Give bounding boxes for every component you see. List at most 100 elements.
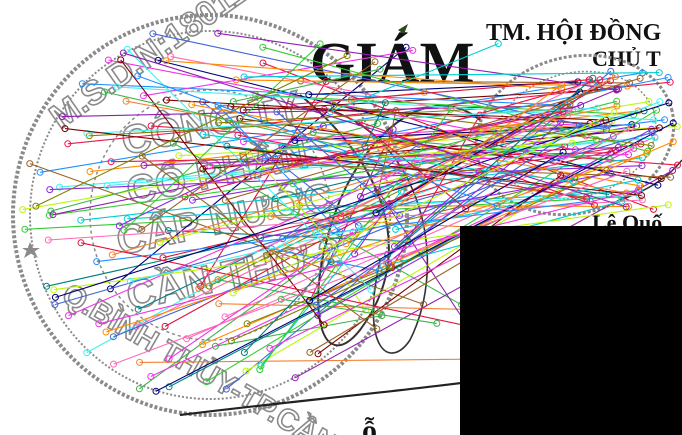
match-line xyxy=(98,189,639,325)
keypoint-marker xyxy=(343,52,351,60)
match-line xyxy=(215,314,383,347)
match-line xyxy=(309,245,489,353)
keypoint-marker xyxy=(93,258,101,266)
keypoint-marker xyxy=(19,206,27,214)
keypoint-marker xyxy=(291,159,299,167)
match-line xyxy=(236,79,628,87)
keypoint-marker xyxy=(113,83,121,91)
match-line xyxy=(80,242,514,337)
keypoint-marker xyxy=(214,29,222,37)
keypoint-marker xyxy=(199,165,207,173)
keypoint-marker xyxy=(165,383,173,391)
keypoint-marker xyxy=(164,227,172,235)
keypoint-marker xyxy=(234,131,242,139)
keypoint-marker xyxy=(259,43,267,51)
match-line xyxy=(354,203,390,255)
keypoint-marker xyxy=(433,319,441,327)
match-line xyxy=(139,358,479,363)
keypoint-marker xyxy=(51,301,59,309)
match-line xyxy=(141,61,376,230)
keypoint-marker xyxy=(309,128,317,136)
keypoint-marker xyxy=(56,183,64,191)
keypoint-marker xyxy=(357,193,364,200)
match-line xyxy=(315,125,580,306)
doc-header-line2: CHỦ T xyxy=(592,46,661,71)
match-line xyxy=(49,165,643,191)
keypoint-marker xyxy=(291,374,299,382)
keypoint-marker xyxy=(638,192,645,199)
keypoint-marker xyxy=(267,213,275,221)
keypoint-marker xyxy=(381,173,389,181)
keypoint-marker xyxy=(122,97,130,105)
keypoint-marker xyxy=(65,312,72,320)
keypoint-marker xyxy=(614,144,622,151)
match-line xyxy=(313,131,611,160)
doc-header-line1: TM. HỘI ĐỒNG xyxy=(486,19,662,46)
keypoint-marker xyxy=(149,30,157,38)
keypoint-marker xyxy=(349,228,357,236)
keypoint-marker xyxy=(643,149,651,157)
keypoint-marker xyxy=(626,125,634,132)
match-line xyxy=(159,120,612,243)
keypoint-marker xyxy=(136,358,144,366)
keypoint-marker xyxy=(371,58,379,66)
keypoint-marker xyxy=(222,385,230,393)
keypoint-marker xyxy=(606,155,614,163)
keypoint-marker xyxy=(101,88,108,96)
match-line xyxy=(394,171,480,248)
keypoint-marker xyxy=(202,270,210,278)
match-line xyxy=(395,179,639,230)
keypoint-marker xyxy=(657,175,665,183)
keypoint-marker xyxy=(634,186,642,194)
keypoint-marker xyxy=(102,328,110,336)
match-line xyxy=(143,49,413,97)
keypoint-marker xyxy=(623,167,631,175)
match-line xyxy=(120,59,325,326)
keypoint-marker xyxy=(409,46,417,54)
match-line xyxy=(289,79,590,106)
keypoint-marker xyxy=(195,284,203,292)
keypoint-marker xyxy=(21,225,29,233)
keypoint-marker xyxy=(636,74,644,82)
keypoint-marker xyxy=(312,301,320,309)
doc-bottom-fragment: ỗ xyxy=(362,414,377,435)
keypoint-marker xyxy=(557,119,565,127)
keypoint-marker xyxy=(613,97,621,105)
keypoint-marker xyxy=(342,240,350,248)
keypoint-marker xyxy=(319,122,327,130)
keypoint-marker xyxy=(26,160,34,168)
keypoint-marker xyxy=(357,224,365,232)
keypoint-marker xyxy=(568,139,576,147)
keypoint-marker xyxy=(585,76,593,84)
keypoint-marker xyxy=(602,126,610,134)
keypoint-marker xyxy=(134,72,142,80)
keypoint-marker xyxy=(291,137,299,144)
match-line xyxy=(50,122,378,212)
match-line xyxy=(243,72,660,78)
stamp-star-icon xyxy=(22,242,40,258)
match-line xyxy=(217,32,617,91)
keypoint-marker xyxy=(32,202,40,210)
match-line xyxy=(202,105,618,186)
keypoint-marker xyxy=(420,88,428,96)
keypoint-marker xyxy=(240,73,248,81)
keypoint-marker xyxy=(306,297,314,304)
match-line xyxy=(391,114,481,268)
keypoint-marker xyxy=(402,43,410,51)
keypoint-marker xyxy=(78,80,86,88)
keypoint-marker xyxy=(337,213,345,221)
keypoint-marker xyxy=(117,56,125,64)
keypoint-marker xyxy=(110,360,118,368)
keypoint-marker xyxy=(559,108,567,116)
keypoint-marker xyxy=(162,96,170,104)
keypoint-marker xyxy=(126,277,134,285)
keypoint-marker xyxy=(243,320,251,328)
keypoint-marker xyxy=(43,282,51,290)
match-line xyxy=(364,102,386,147)
match-line xyxy=(110,46,407,290)
keypoint-marker xyxy=(215,119,222,127)
match-line xyxy=(141,155,378,330)
keypoint-marker xyxy=(327,108,335,116)
keypoint-marker xyxy=(661,116,669,124)
match-line xyxy=(294,111,564,164)
